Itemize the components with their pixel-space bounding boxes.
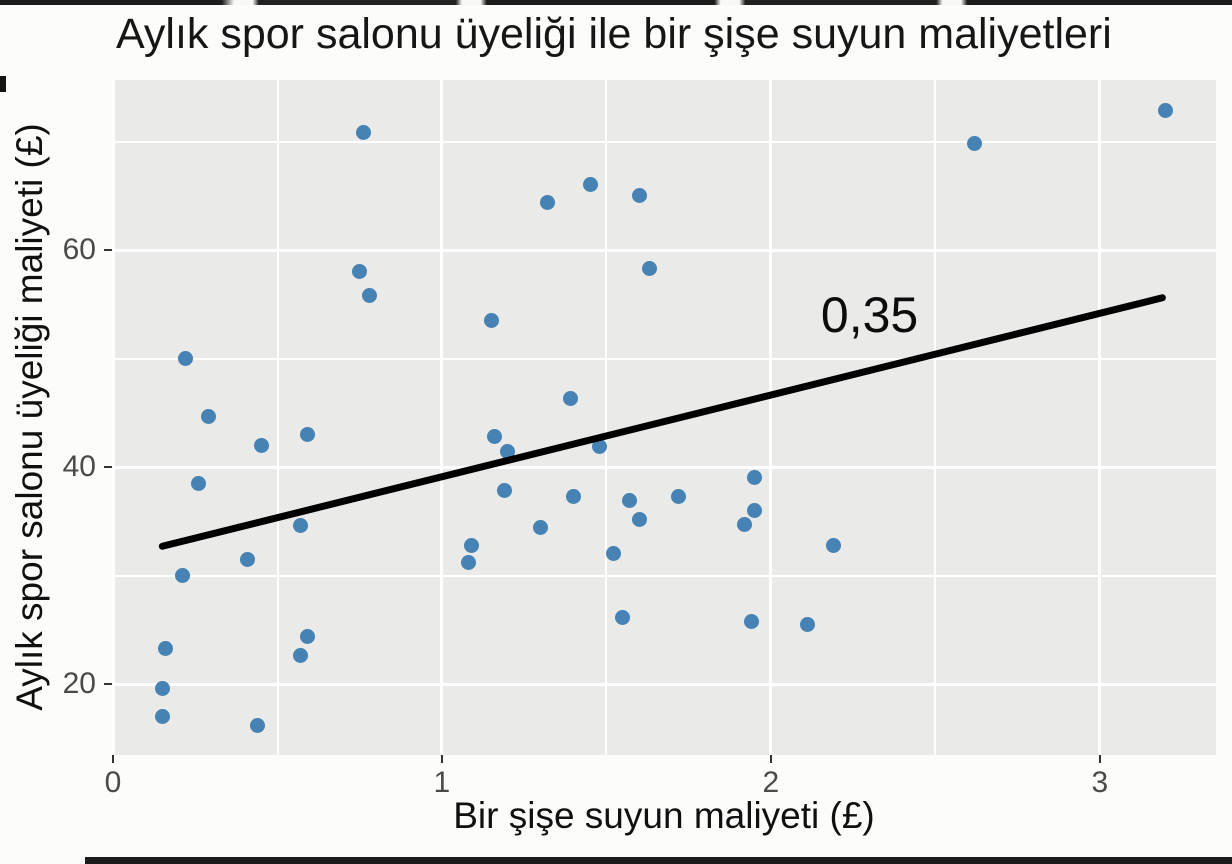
data-point (158, 640, 174, 656)
grid-major-h (112, 248, 1216, 252)
grid-major-v (440, 80, 444, 755)
x-tick-label: 0 (104, 766, 122, 799)
plot-panel: 0,35 (111, 80, 1216, 755)
y-tick-mark (104, 682, 112, 686)
data-point (967, 136, 983, 152)
data-point (631, 188, 647, 204)
grid-minor-h (112, 140, 1216, 143)
grid-minor-v (934, 80, 937, 755)
data-point (539, 194, 555, 210)
data-point (533, 520, 549, 536)
grid-minor-v (276, 80, 279, 755)
data-point (299, 628, 315, 644)
data-point (362, 288, 378, 304)
data-point (747, 502, 762, 518)
x-tick-mark (111, 755, 115, 763)
grid-major-h (112, 682, 1216, 686)
x-tick-mark (769, 755, 773, 763)
data-point (500, 444, 516, 460)
data-point (293, 648, 308, 664)
data-point (293, 518, 308, 534)
data-point (605, 546, 621, 562)
x-tick-label: 3 (1091, 766, 1109, 799)
y-tick-mark (104, 465, 112, 469)
data-point (747, 470, 762, 486)
data-point (743, 613, 759, 629)
data-point (483, 313, 499, 329)
data-point (352, 264, 368, 280)
scan-artifact-left (0, 76, 6, 92)
data-point (460, 555, 476, 570)
x-tick-mark (1098, 755, 1102, 763)
y-tick-label: 60 (62, 233, 96, 266)
data-point (250, 717, 266, 733)
scan-artifact-bottom (85, 857, 1232, 864)
data-point (562, 391, 578, 407)
grid-major-h (112, 465, 1216, 469)
grid-minor-h (112, 574, 1216, 577)
grid-major-v (111, 80, 115, 755)
data-point (671, 488, 687, 504)
data-point (464, 537, 480, 553)
data-point (497, 483, 512, 499)
grid-major-v (1098, 80, 1102, 755)
x-tick-label: 1 (433, 766, 451, 799)
y-tick-label: 40 (62, 450, 96, 483)
data-point (641, 261, 657, 276)
data-point (1158, 102, 1174, 118)
data-point (177, 351, 193, 366)
data-point (825, 537, 841, 553)
x-tick-label: 2 (762, 766, 780, 799)
data-point (631, 511, 647, 527)
chart-title: Aylık spor salonu üyeliği ile bir şişe s… (116, 10, 1112, 58)
data-point (592, 438, 608, 454)
data-point (240, 551, 256, 567)
data-point (622, 493, 637, 509)
data-point (487, 429, 503, 445)
data-point (355, 125, 371, 141)
trend-line (158, 294, 1166, 550)
grid-minor-h (112, 357, 1216, 360)
y-tick-label: 20 (62, 667, 96, 700)
data-point (174, 568, 190, 583)
x-axis-title: Bir şişe suyun maliyeti (£) (453, 795, 875, 836)
x-tick-mark (440, 755, 444, 763)
y-tick-mark (104, 248, 112, 252)
data-point (566, 488, 581, 504)
data-point (154, 709, 170, 725)
data-point (299, 427, 315, 442)
data-point (799, 616, 815, 632)
y-axis-title: Aylık spor salonu üyeliği maliyeti (£) (9, 123, 50, 711)
data-point (200, 408, 216, 424)
data-point (737, 517, 753, 532)
grid-major-v (769, 80, 773, 755)
scan-artifact-top (0, 0, 1232, 5)
correlation-annotation: 0,35 (820, 287, 919, 344)
grid-minor-v (605, 80, 608, 755)
data-point (582, 177, 598, 193)
data-point (154, 680, 170, 696)
data-point (191, 475, 206, 491)
data-point (253, 437, 269, 453)
data-point (615, 610, 631, 626)
